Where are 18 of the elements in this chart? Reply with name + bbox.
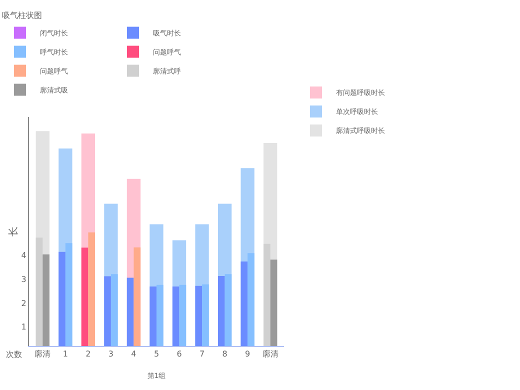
- x-tick-label: 8: [222, 350, 228, 359]
- y-tick-label: 1: [21, 322, 26, 332]
- x-tick-label: 3: [108, 350, 114, 359]
- x-tick-label: 1: [62, 350, 68, 359]
- x-tick-label: 7: [199, 350, 205, 359]
- x-tick-label: 廓清: [262, 350, 278, 359]
- y-tick-label: 3: [21, 274, 26, 284]
- x-tick-label: 2: [86, 350, 91, 359]
- y-axis-title: 长: [7, 226, 20, 236]
- legend-title: 吸气柱状图: [2, 11, 42, 20]
- x-tick-label: 6: [176, 350, 182, 359]
- y-tick-label: 2: [21, 298, 26, 308]
- x-tick-label: 廓清: [34, 350, 51, 359]
- x-tick-label: 5: [154, 350, 160, 359]
- x-tick-label: 9: [245, 350, 250, 359]
- text: 次数: [6, 350, 22, 359]
- x-tick-label: 4: [131, 350, 136, 359]
- y-tick-label: 4: [21, 251, 26, 260]
